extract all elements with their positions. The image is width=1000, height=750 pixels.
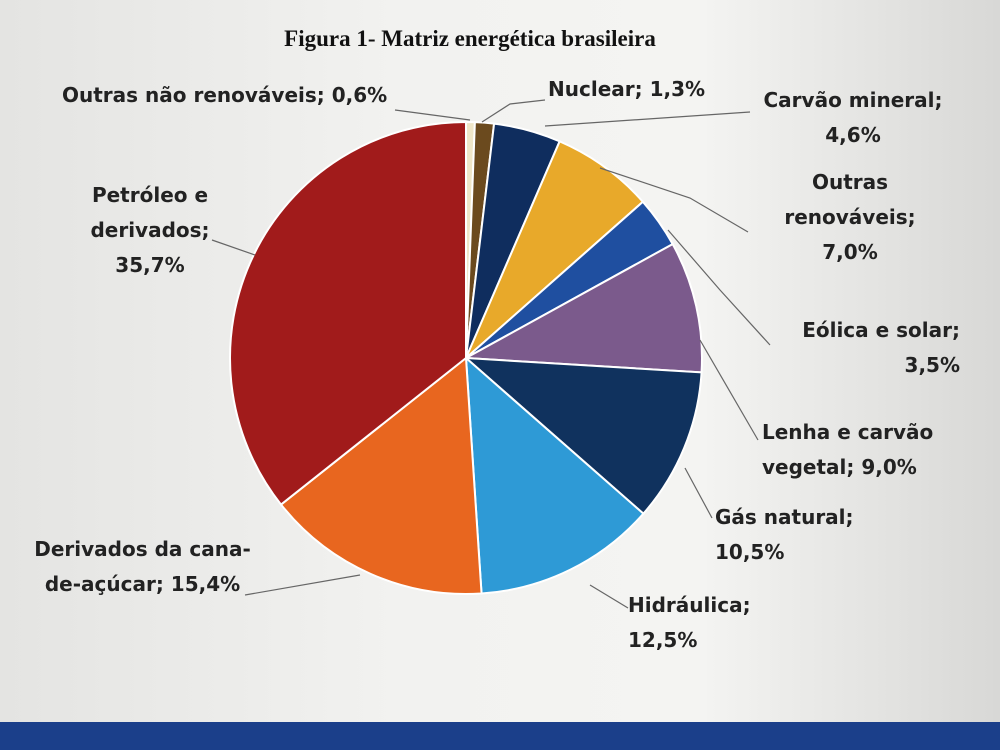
value-label: 1,3% xyxy=(649,77,706,101)
leader-line xyxy=(589,584,629,609)
category-label: Outras não renováveis; xyxy=(62,83,325,107)
leader-line xyxy=(684,467,713,519)
bottom-strip xyxy=(0,722,1000,750)
slice-label: Nuclear; 1,3% xyxy=(548,72,748,107)
slice-label: Petróleo e derivados; 35,7% xyxy=(70,178,230,283)
category-label: Petróleo e derivados; xyxy=(90,183,210,242)
leader-line xyxy=(244,574,361,596)
category-label: Derivados da cana-de-açúcar; xyxy=(34,537,251,596)
category-label: Lenha e carvão vegetal; xyxy=(762,420,934,479)
slice-label: Hidráulica; 12,5% xyxy=(628,588,778,658)
category-label: Hidráulica; xyxy=(628,593,751,617)
chart-title: Figura 1- Matriz energética brasileira xyxy=(284,26,656,51)
pie-slice xyxy=(279,356,483,595)
slice-label: Eólica e solar; 3,5% xyxy=(760,313,960,383)
leader-line xyxy=(599,167,749,233)
category-label: Nuclear; xyxy=(548,77,643,101)
pie-slice xyxy=(465,140,645,359)
slice-label: Gás natural; 10,5% xyxy=(715,500,885,570)
value-label: 9,0% xyxy=(861,455,917,479)
value-label: 0,6% xyxy=(331,83,388,107)
leader-line xyxy=(481,99,546,123)
value-label: 7,0% xyxy=(822,240,878,264)
slice-label: Derivados da cana-de-açúcar; 15,4% xyxy=(25,532,260,602)
category-label: Carvão mineral; xyxy=(763,88,943,112)
leader-line xyxy=(667,229,771,346)
leader-line xyxy=(394,109,471,121)
value-label: 4,6% xyxy=(825,123,881,147)
pie-slice xyxy=(462,242,703,374)
leader-line xyxy=(211,239,256,256)
category-label: Eólica e solar; xyxy=(802,318,960,342)
slice-label: Lenha e carvão vegetal; 9,0% xyxy=(762,415,962,485)
leader-line xyxy=(544,111,751,127)
slice-label: Outras não renováveis; 0,6% xyxy=(62,78,412,113)
value-label: 35,7% xyxy=(115,253,185,277)
pie-slice xyxy=(229,120,467,506)
slice-label: Outras renováveis; 7,0% xyxy=(755,165,945,270)
value-label: 10,5% xyxy=(715,540,785,564)
pie-slice xyxy=(463,356,703,516)
value-label: 3,5% xyxy=(904,353,960,377)
category-label: Gás natural; xyxy=(715,505,854,529)
slice-label: Carvão mineral; 4,6% xyxy=(748,83,958,153)
category-label: Outras renováveis; xyxy=(784,170,916,229)
leader-line xyxy=(699,339,759,441)
value-label: 12,5% xyxy=(628,628,698,652)
pie-slice xyxy=(464,355,645,595)
value-label: 15,4% xyxy=(170,572,241,596)
